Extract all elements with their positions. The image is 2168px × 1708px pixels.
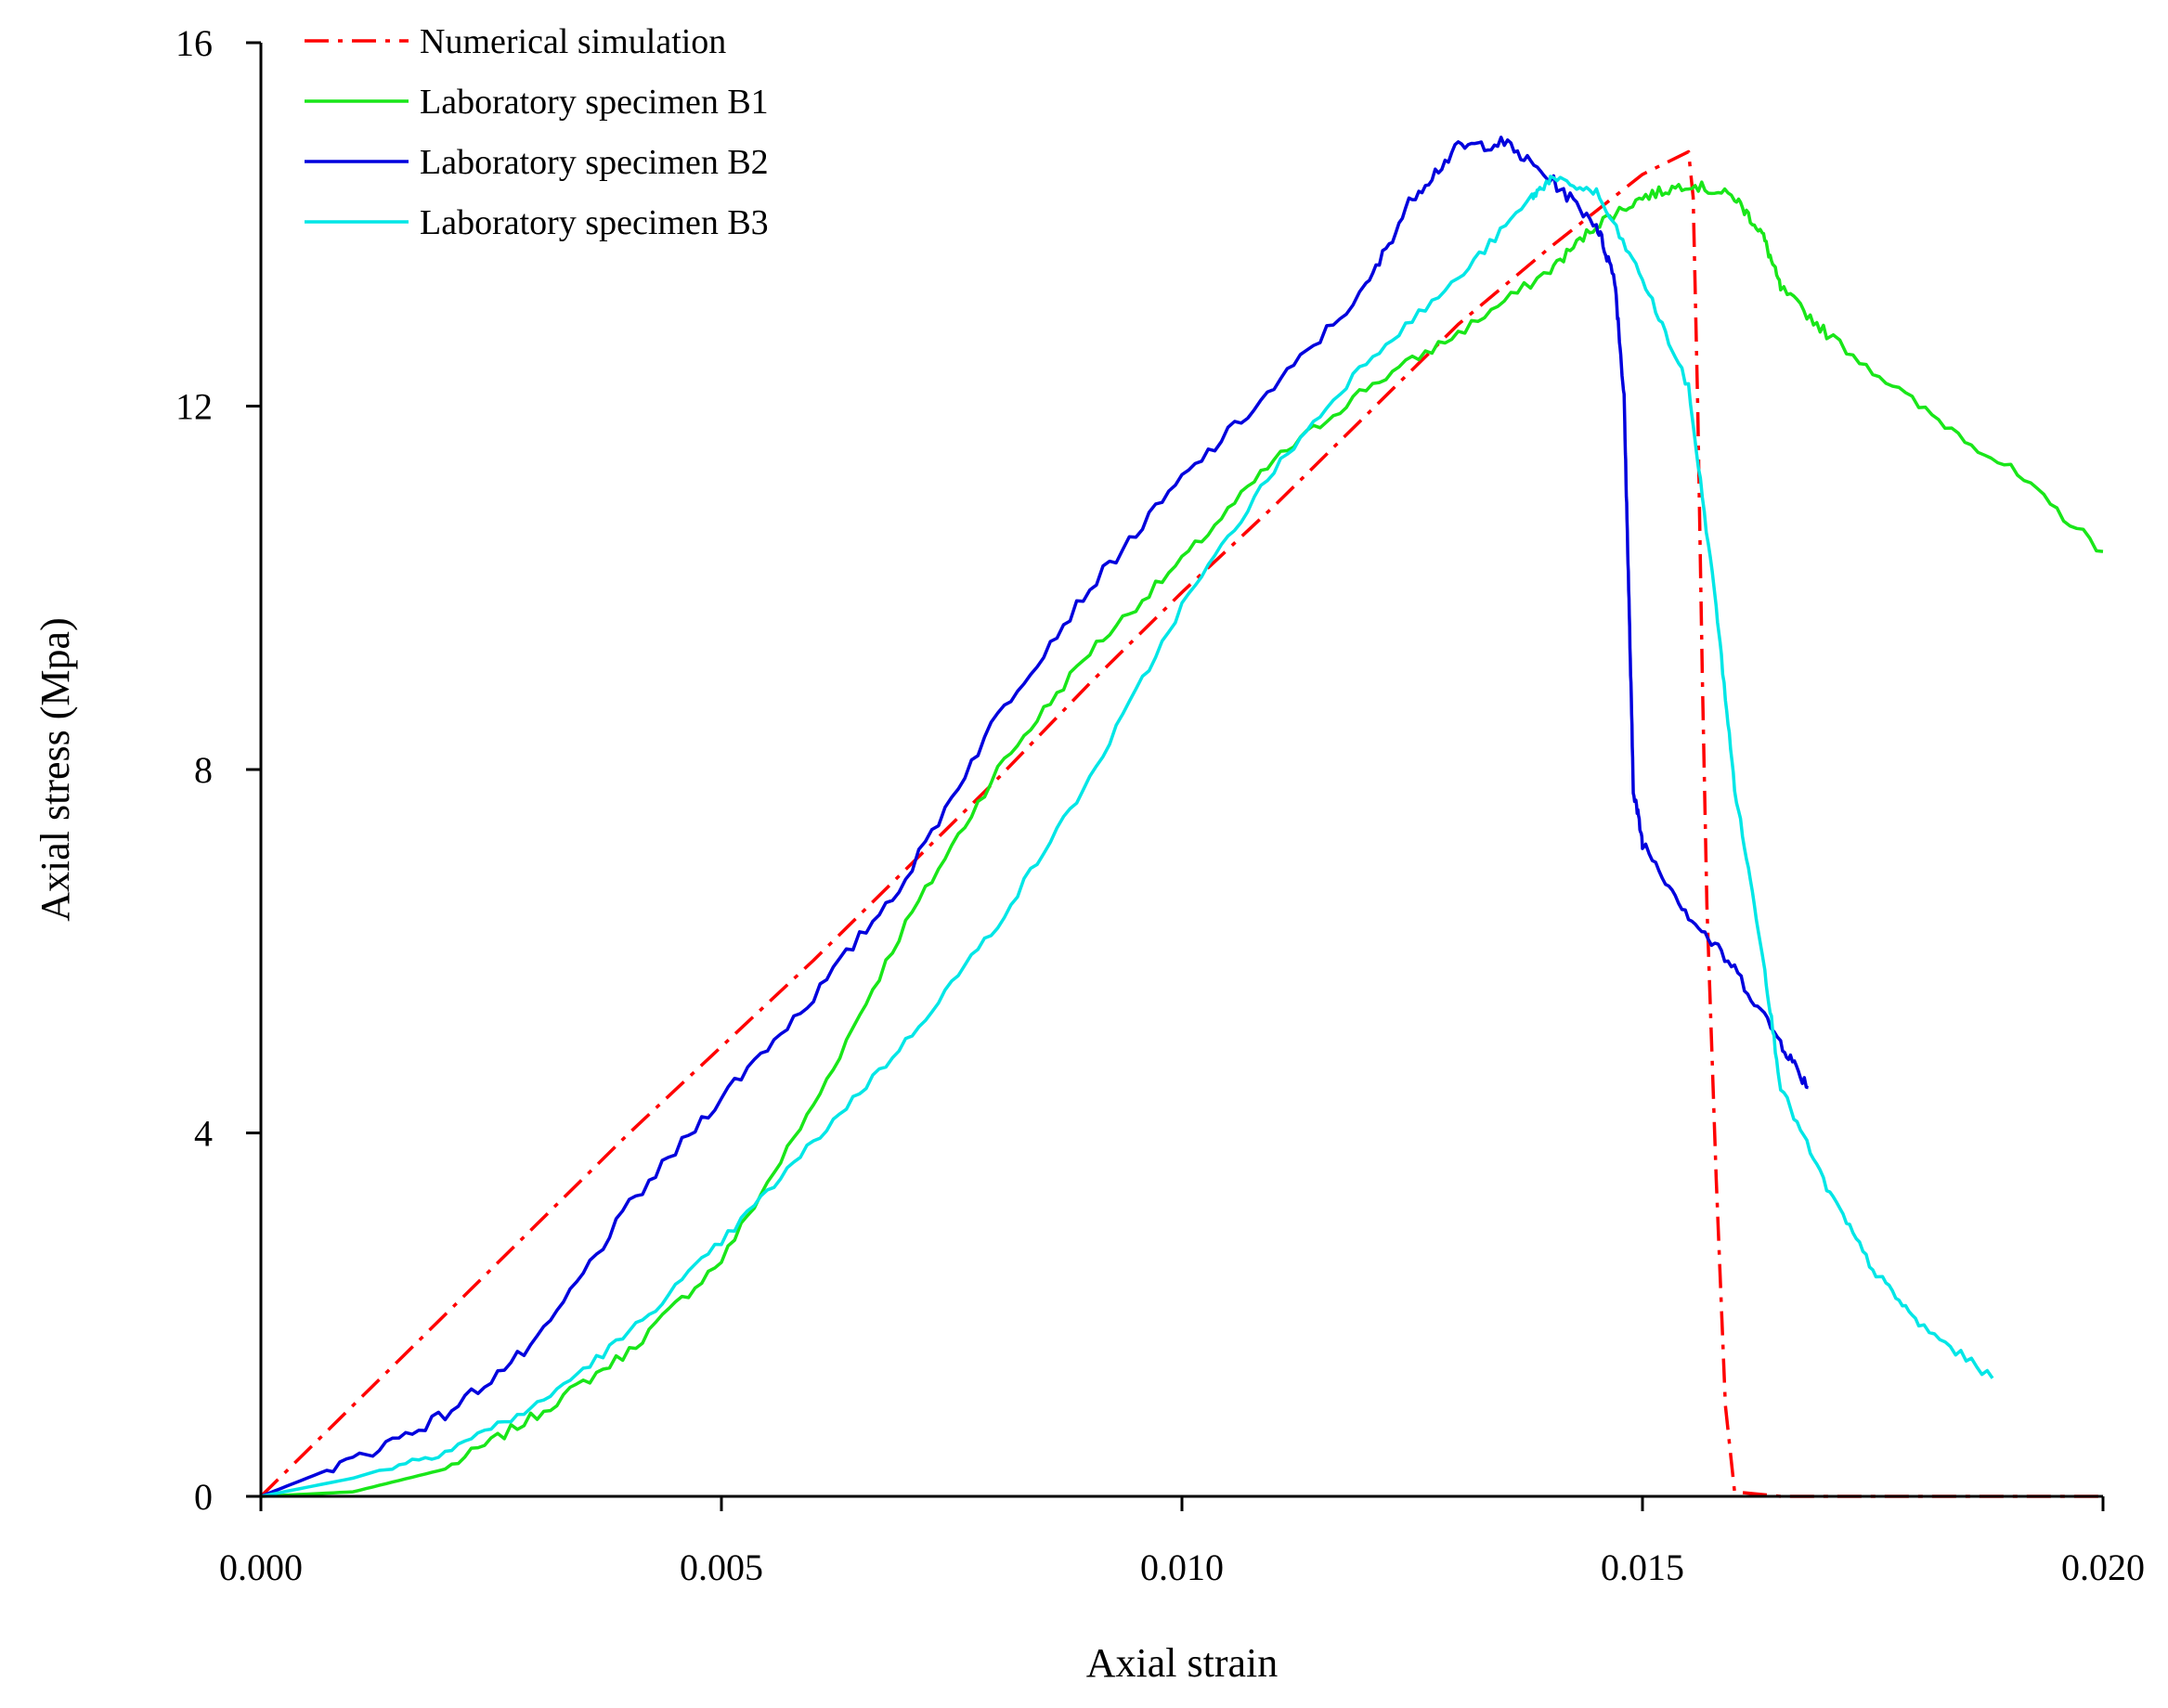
legend-label: Laboratory specimen B1 <box>420 83 769 122</box>
x-tick-label: 0.020 <box>2061 1546 2145 1588</box>
x-tick-label: 0.015 <box>1601 1546 1684 1588</box>
legend-label: Numerical simulation <box>420 22 726 61</box>
series-line-3 <box>260 175 1994 1498</box>
legend-label: Laboratory specimen B2 <box>420 143 769 182</box>
y-tick-label: 8 <box>194 749 213 791</box>
y-tick-label: 12 <box>175 386 213 428</box>
series-lines <box>259 136 2104 1498</box>
axes <box>259 43 2103 1498</box>
y-ticks: 0 4 8 12 16 <box>175 22 261 1518</box>
y-tick-label: 0 <box>194 1476 213 1518</box>
x-axis-title: Axial strain <box>1086 1640 1279 1686</box>
legend-label: Laboratory specimen B3 <box>420 203 769 242</box>
x-ticks: 0.000 0.005 0.010 0.015 0.020 <box>219 1496 2145 1588</box>
x-tick-label: 0.005 <box>680 1546 763 1588</box>
y-tick-label: 4 <box>194 1113 213 1155</box>
series-line-1 <box>260 180 2104 1498</box>
y-axis-title: Axial stress (Mpa) <box>32 617 78 922</box>
x-tick-label: 0.010 <box>1140 1546 1224 1588</box>
series-line-0 <box>259 149 2103 1498</box>
y-tick-label: 16 <box>175 22 213 64</box>
series-line-2 <box>260 136 1809 1498</box>
legend: Numerical simulation Laboratory specimen … <box>305 22 769 242</box>
x-tick-label: 0.000 <box>219 1546 303 1588</box>
